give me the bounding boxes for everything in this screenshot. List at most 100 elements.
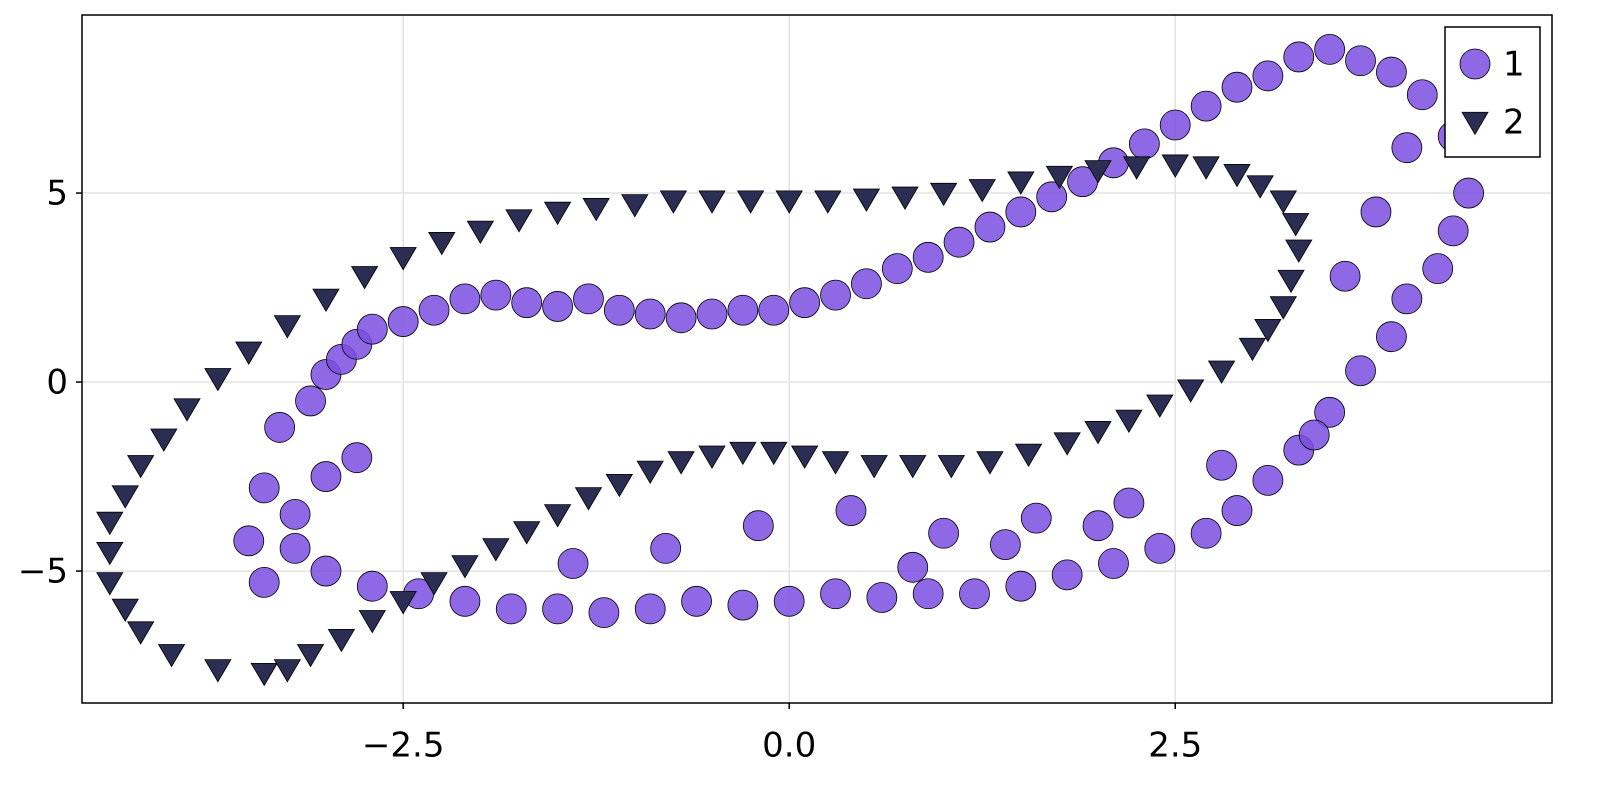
point bbox=[790, 445, 819, 469]
point bbox=[727, 294, 759, 326]
point bbox=[1084, 421, 1112, 445]
x-tick-label: −2.5 bbox=[362, 726, 445, 766]
point bbox=[899, 455, 927, 479]
point bbox=[989, 529, 1021, 561]
point bbox=[1014, 443, 1043, 468]
point bbox=[912, 241, 944, 273]
point bbox=[295, 385, 326, 417]
point bbox=[727, 589, 759, 621]
point bbox=[814, 190, 842, 214]
point bbox=[96, 542, 124, 566]
point bbox=[974, 211, 1006, 243]
point bbox=[1005, 196, 1037, 228]
y-tick-label: −5 bbox=[18, 552, 68, 592]
point bbox=[1238, 337, 1267, 362]
point bbox=[126, 455, 155, 479]
point bbox=[451, 555, 479, 579]
point bbox=[588, 597, 620, 629]
point bbox=[968, 179, 996, 203]
point bbox=[1192, 156, 1220, 180]
x-tick-label: 0.0 bbox=[762, 726, 816, 766]
point bbox=[543, 201, 572, 226]
point bbox=[1221, 495, 1253, 526]
point bbox=[1146, 394, 1174, 418]
point bbox=[1329, 260, 1361, 292]
point bbox=[204, 368, 232, 392]
legend-label: 1 bbox=[1503, 45, 1525, 85]
point bbox=[235, 341, 263, 365]
point bbox=[1161, 154, 1189, 178]
point bbox=[789, 287, 821, 319]
point bbox=[835, 495, 867, 526]
point bbox=[356, 313, 388, 345]
point bbox=[851, 268, 882, 300]
point bbox=[1020, 502, 1052, 534]
point bbox=[449, 585, 481, 617]
point bbox=[312, 288, 340, 313]
point bbox=[310, 461, 342, 492]
point bbox=[1391, 132, 1423, 164]
point bbox=[1113, 487, 1145, 519]
point bbox=[543, 504, 572, 528]
point bbox=[505, 209, 533, 233]
point bbox=[1453, 177, 1485, 209]
point bbox=[820, 279, 851, 311]
point bbox=[573, 283, 604, 315]
point bbox=[1176, 379, 1205, 403]
point bbox=[758, 294, 790, 326]
point bbox=[482, 538, 510, 562]
point bbox=[860, 455, 888, 479]
point bbox=[650, 532, 682, 564]
point bbox=[574, 487, 603, 511]
point bbox=[1360, 196, 1392, 228]
point bbox=[279, 498, 311, 530]
legend-label: 2 bbox=[1503, 103, 1525, 143]
point bbox=[1285, 239, 1313, 263]
point bbox=[1082, 510, 1114, 542]
point bbox=[420, 572, 448, 596]
point bbox=[513, 521, 541, 545]
point bbox=[1128, 128, 1160, 160]
point bbox=[897, 551, 929, 583]
y-tick-label: 5 bbox=[46, 174, 68, 214]
point bbox=[943, 226, 975, 258]
point bbox=[542, 291, 573, 322]
point bbox=[356, 570, 388, 602]
point bbox=[736, 190, 765, 214]
point bbox=[1144, 532, 1176, 564]
point bbox=[698, 190, 726, 214]
point bbox=[866, 582, 898, 613]
point bbox=[1345, 355, 1376, 387]
point bbox=[248, 567, 280, 598]
point bbox=[1406, 79, 1438, 111]
point bbox=[1298, 419, 1330, 451]
point bbox=[1051, 559, 1083, 591]
point bbox=[603, 294, 635, 326]
point bbox=[636, 460, 664, 485]
point bbox=[1223, 163, 1251, 188]
point bbox=[279, 532, 311, 564]
point bbox=[1281, 213, 1310, 237]
point bbox=[111, 485, 139, 509]
point bbox=[1277, 269, 1305, 294]
point bbox=[1045, 165, 1074, 190]
point bbox=[698, 445, 726, 469]
point bbox=[428, 232, 456, 256]
point bbox=[542, 593, 573, 625]
point bbox=[852, 188, 881, 212]
point bbox=[696, 298, 728, 330]
point bbox=[1345, 45, 1376, 77]
plot-frame bbox=[81, 14, 1553, 704]
point bbox=[1252, 60, 1284, 92]
y-tick-label: 0 bbox=[46, 363, 68, 403]
x-tick-label: 2.5 bbox=[1148, 726, 1202, 766]
point bbox=[387, 306, 419, 337]
point bbox=[96, 511, 124, 536]
point bbox=[495, 593, 527, 625]
point bbox=[1254, 318, 1282, 343]
point bbox=[742, 510, 774, 542]
point bbox=[881, 253, 913, 285]
point bbox=[449, 283, 481, 315]
point bbox=[667, 451, 695, 475]
